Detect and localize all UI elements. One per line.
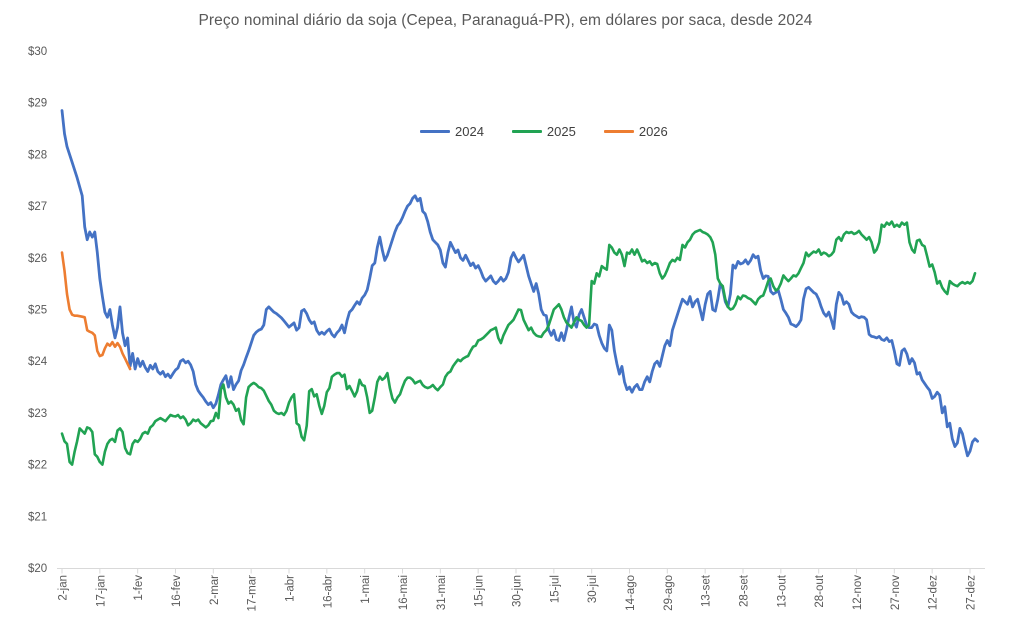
legend-label-2026: 2026 [638, 124, 668, 139]
x-tick-label: 15-jul [549, 575, 561, 603]
y-tick-label: $27 [28, 201, 47, 213]
y-tick-label: $21 [28, 511, 47, 523]
x-tick-label: 16-abr [322, 575, 334, 608]
y-tick-label: $30 [28, 46, 47, 58]
x-tick-label: 14-ago [625, 575, 637, 611]
x-tick-label: 31-mai [436, 575, 448, 610]
legend-item-2024: 2024 [420, 124, 484, 139]
y-tick-label: $22 [28, 460, 47, 472]
x-tick-label: 1-mai [360, 575, 372, 604]
x-tick-label: 13-set [701, 574, 713, 607]
x-tick-label: 2-mar [209, 575, 221, 605]
x-tick-label: 12-dez [928, 575, 940, 610]
y-tick-label: $26 [28, 253, 47, 265]
chart-title: Preço nominal diário da soja (Cepea, Par… [198, 12, 813, 29]
y-tick-label: $20 [28, 563, 47, 575]
legend-swatch-2026 [603, 130, 634, 133]
x-tick-label: 29-ago [663, 575, 675, 611]
x-tick-label: 1-fev [133, 575, 145, 601]
x-tick-label: 28-set [739, 574, 751, 607]
y-tick-label: $28 [28, 149, 47, 161]
legend-item-2025: 2025 [511, 124, 576, 139]
x-tick-label: 27-dez [966, 575, 978, 610]
x-tick-label: 28-out [814, 574, 826, 607]
chart-legend: 2024 2025 2026 [420, 124, 668, 139]
y-tick-label: $29 [28, 98, 47, 110]
x-tick-label: 17-jan [95, 575, 107, 607]
x-tick-label: 13-out [776, 574, 788, 607]
x-tick-label: 16-fev [171, 575, 183, 607]
x-tick-label: 30-jun [512, 575, 524, 607]
y-tick-label: $23 [28, 408, 47, 420]
legend-label-2024: 2024 [455, 124, 484, 139]
x-tick-label: 27-nov [890, 575, 902, 610]
x-tick-label: 17-mar [247, 575, 259, 612]
legend-swatch-2024 [420, 130, 450, 133]
x-tick-label: 15-jun [474, 575, 486, 607]
legend-item-2026: 2026 [603, 124, 668, 139]
y-tick-label: $25 [28, 305, 47, 317]
series-2026-line [60, 251, 132, 371]
legend-swatch-2025 [511, 130, 542, 133]
x-tick-label: 1-abr [285, 575, 297, 602]
x-tick-label: 12-nov [852, 575, 864, 610]
y-tick-label: $24 [28, 356, 48, 368]
legend-label-2025: 2025 [546, 124, 576, 139]
x-tick-label: 30-jul [587, 575, 599, 603]
series-2025-line [60, 220, 977, 466]
x-tick-label: 16-mai [398, 575, 410, 610]
x-tick-label: 2-jan [58, 575, 70, 601]
series-2024-line [60, 109, 979, 458]
